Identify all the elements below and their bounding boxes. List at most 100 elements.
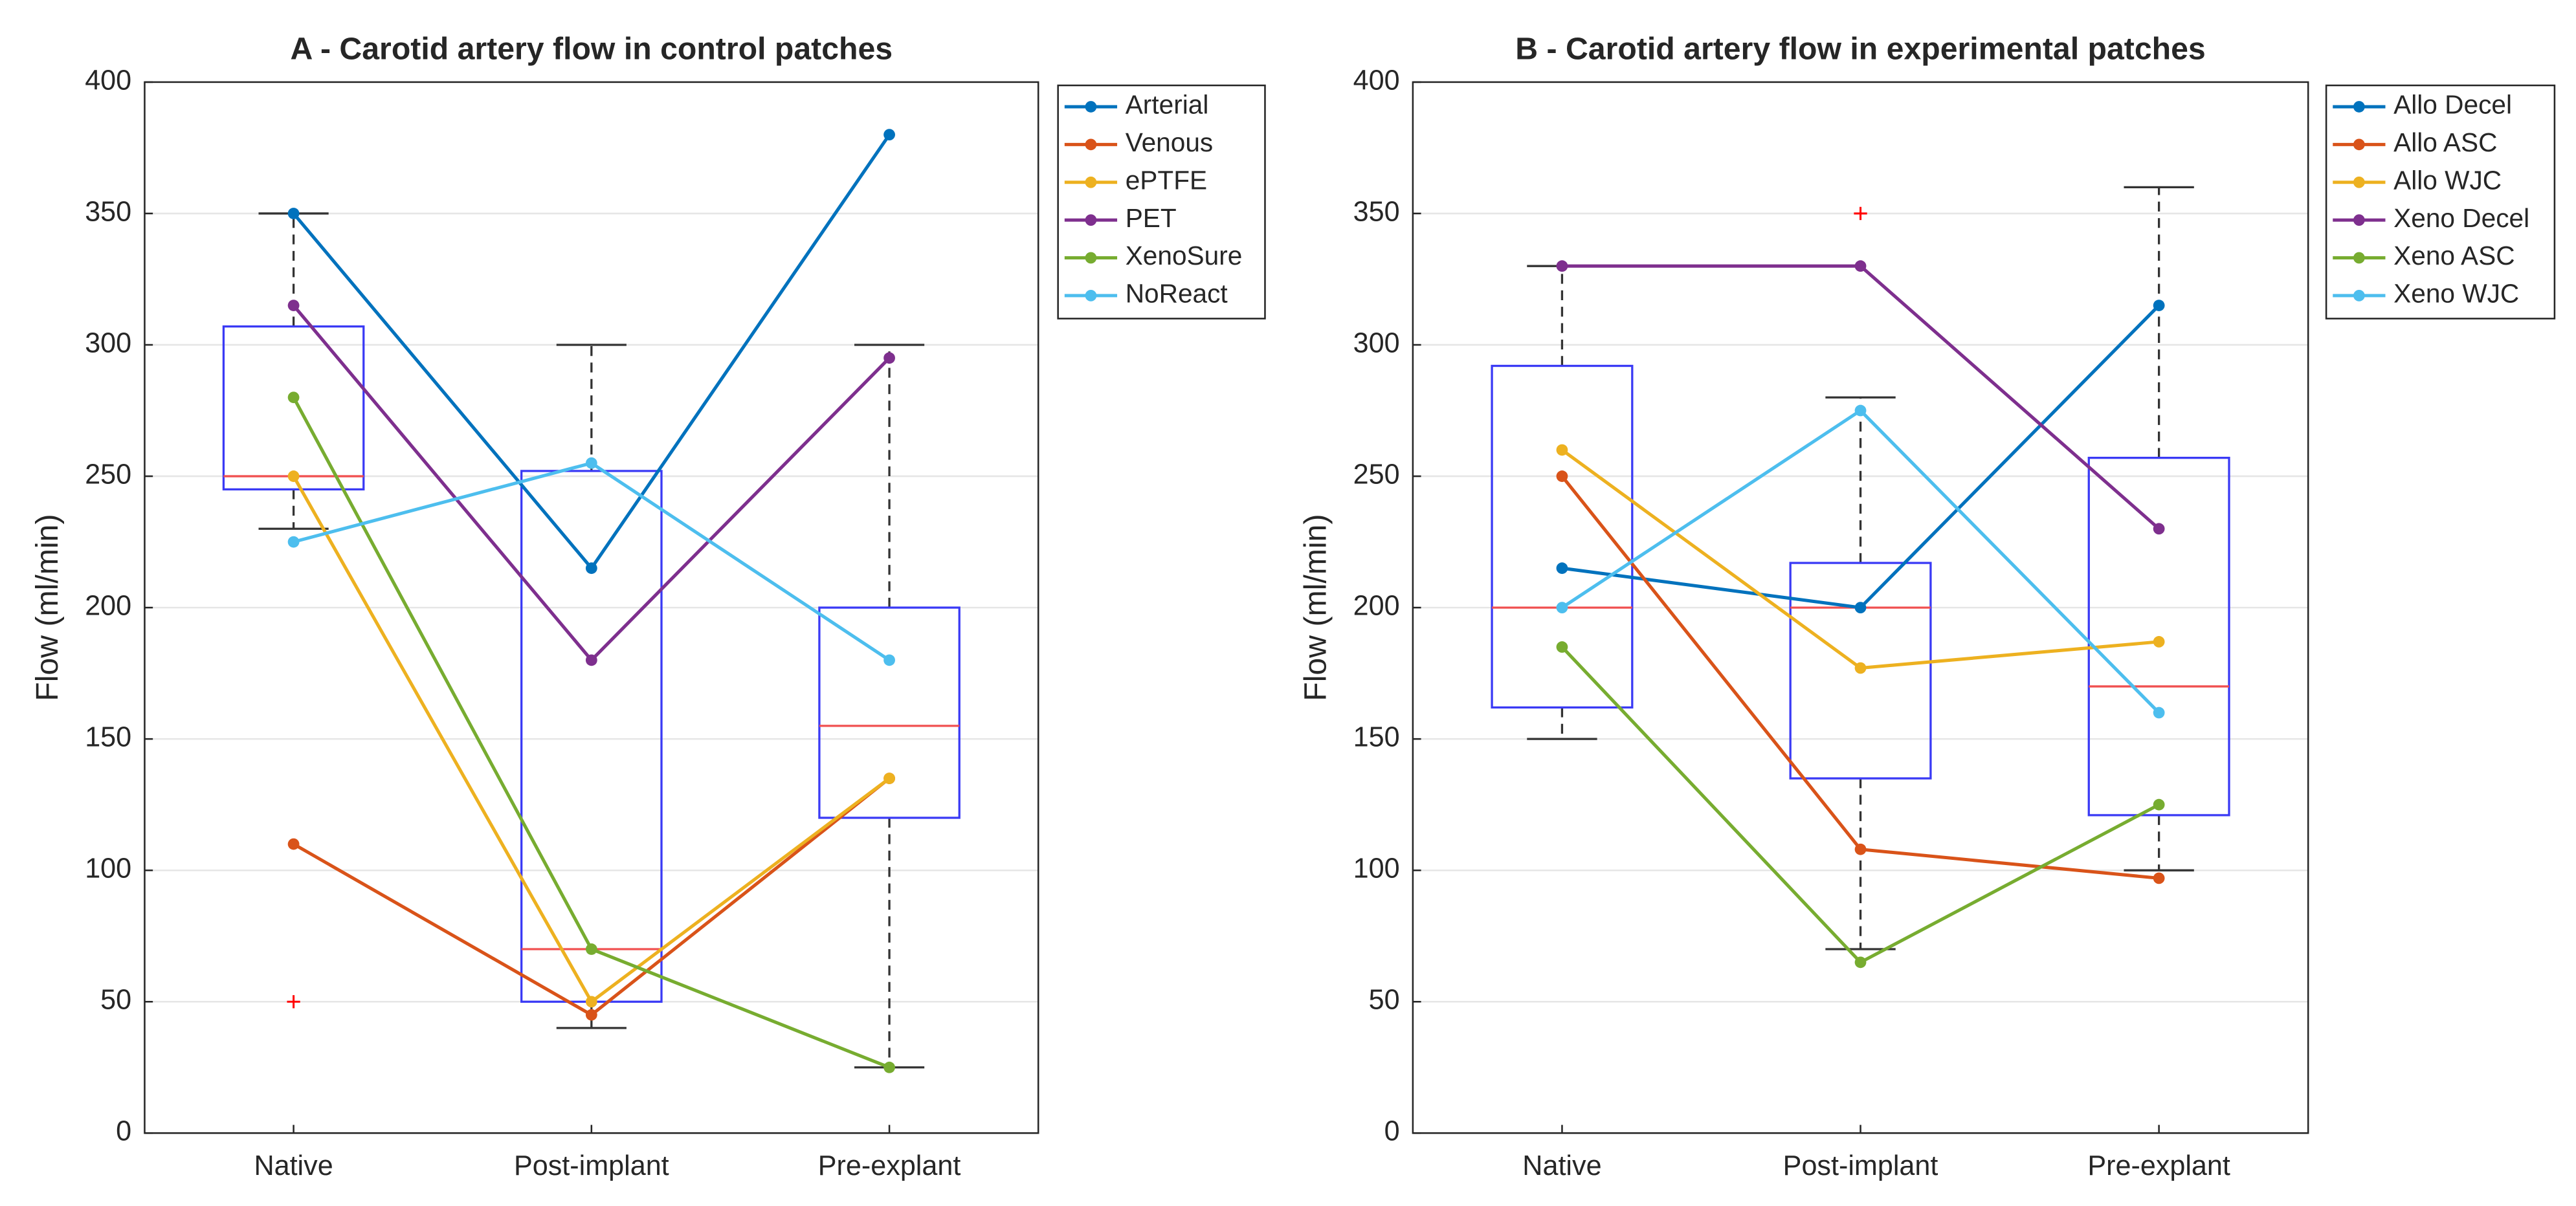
legend-marker xyxy=(1085,214,1097,226)
y-tick-label: 0 xyxy=(1384,1116,1400,1147)
y-tick-label: 100 xyxy=(85,853,131,884)
chart-title: A - Carotid artery flow in control patch… xyxy=(291,31,893,66)
series-marker xyxy=(287,391,300,404)
series-marker xyxy=(1556,641,1568,653)
series-marker xyxy=(1556,470,1568,482)
x-tick-label: Post-implant xyxy=(514,1150,669,1181)
series-marker xyxy=(585,562,597,575)
y-tick-label: 350 xyxy=(1353,196,1400,227)
series-marker xyxy=(1854,662,1867,674)
series-marker xyxy=(2153,636,2165,648)
outlier xyxy=(287,995,300,1009)
series-marker xyxy=(883,352,895,364)
legend-label: NoReact xyxy=(1126,279,1228,309)
series-marker xyxy=(1854,260,1867,272)
series-marker xyxy=(883,1061,895,1073)
y-tick-label: 200 xyxy=(85,590,131,621)
box xyxy=(1789,562,1932,780)
y-tick-label: 100 xyxy=(1353,853,1400,884)
series-marker xyxy=(585,654,597,666)
legend-label: XenoSure xyxy=(1126,241,1243,270)
series-marker xyxy=(287,536,300,548)
legend-marker xyxy=(2353,101,2365,113)
series-marker xyxy=(883,773,895,784)
y-tick-label: 50 xyxy=(100,985,131,1016)
legend-label: PET xyxy=(1126,203,1177,233)
series-marker xyxy=(2153,300,2165,311)
y-tick-label: 0 xyxy=(116,1116,131,1147)
legend-label: Xeno Decel xyxy=(2393,203,2529,233)
legend-label: Arterial xyxy=(1126,90,1209,120)
legend-label: ePTFE xyxy=(1126,165,1207,195)
series-marker xyxy=(287,208,300,219)
series-marker xyxy=(1854,956,1867,969)
chart: 0 50 100 150 200 250 300 350 400 Native Post-impla… xyxy=(1298,31,2556,1181)
series-marker xyxy=(1854,404,1867,417)
chart: 0 50 100 150 200 250 300 350 400 Native Post-impla… xyxy=(30,31,1266,1181)
y-axis-label: Flow (ml/min) xyxy=(30,514,65,701)
series-marker xyxy=(883,129,895,141)
y-tick-label: 50 xyxy=(1369,985,1400,1016)
series-marker xyxy=(287,838,300,850)
legend-marker xyxy=(1085,101,1097,113)
series-marker xyxy=(1854,602,1867,613)
series-marker xyxy=(2153,798,2165,811)
series-marker xyxy=(2153,523,2165,535)
legend-label: Allo Decel xyxy=(2393,90,2512,120)
y-axis-label: Flow (ml/min) xyxy=(1298,514,1333,701)
box xyxy=(818,606,960,819)
series-marker xyxy=(287,300,300,311)
legend-marker xyxy=(2353,252,2365,264)
x-tick-label: Native xyxy=(1522,1150,1601,1181)
x-tick-label: Native xyxy=(254,1150,333,1181)
series-marker xyxy=(1556,260,1568,272)
series-marker xyxy=(585,943,597,955)
legend-label: Allo WJC xyxy=(2393,165,2502,195)
y-tick-label: 200 xyxy=(1353,590,1400,621)
outlier xyxy=(1854,206,1867,221)
series-marker xyxy=(1556,602,1568,613)
series-marker xyxy=(2153,872,2165,884)
series-marker xyxy=(287,470,300,482)
legend-marker xyxy=(2353,289,2365,302)
legend-marker xyxy=(1085,138,1097,151)
x-tick-label: Pre-explant xyxy=(2087,1150,2230,1181)
legend-marker xyxy=(2353,176,2365,188)
series-marker xyxy=(585,996,597,1008)
x-tick-label: Post-implant xyxy=(1783,1150,1938,1181)
legend-label: Venous xyxy=(1126,127,1214,157)
series-marker xyxy=(2153,707,2165,719)
legend-marker xyxy=(1085,289,1097,302)
y-tick-label: 150 xyxy=(1353,722,1400,753)
x-tick-label: Pre-explant xyxy=(818,1150,961,1181)
series-marker xyxy=(585,1009,597,1021)
legend-label: Xeno WJC xyxy=(2393,279,2519,309)
legend-label: Xeno ASC xyxy=(2393,241,2515,270)
y-tick-label: 400 xyxy=(85,65,131,96)
series-marker xyxy=(1556,444,1568,456)
series-marker xyxy=(883,654,895,666)
y-tick-label: 350 xyxy=(85,196,131,227)
box xyxy=(2087,456,2230,817)
box xyxy=(1491,364,1634,709)
legend-marker xyxy=(2353,138,2365,151)
y-tick-label: 250 xyxy=(1353,459,1400,490)
series-marker xyxy=(585,457,597,469)
legend-marker xyxy=(2353,214,2365,226)
y-tick-label: 300 xyxy=(85,327,131,358)
series-marker xyxy=(1854,843,1867,855)
y-tick-label: 250 xyxy=(85,459,131,490)
legend-marker xyxy=(1085,176,1097,188)
y-tick-label: 300 xyxy=(1353,327,1400,358)
legend-box xyxy=(1057,84,1266,320)
y-tick-label: 150 xyxy=(85,722,131,753)
legend-label: Allo ASC xyxy=(2393,127,2497,157)
legend-marker xyxy=(1085,252,1097,264)
box xyxy=(222,325,365,491)
y-tick-label: 400 xyxy=(1353,65,1400,96)
series-marker xyxy=(1556,562,1568,575)
chart-title: B - Carotid artery flow in experimental … xyxy=(1515,31,2205,66)
legend-box xyxy=(2325,84,2556,320)
